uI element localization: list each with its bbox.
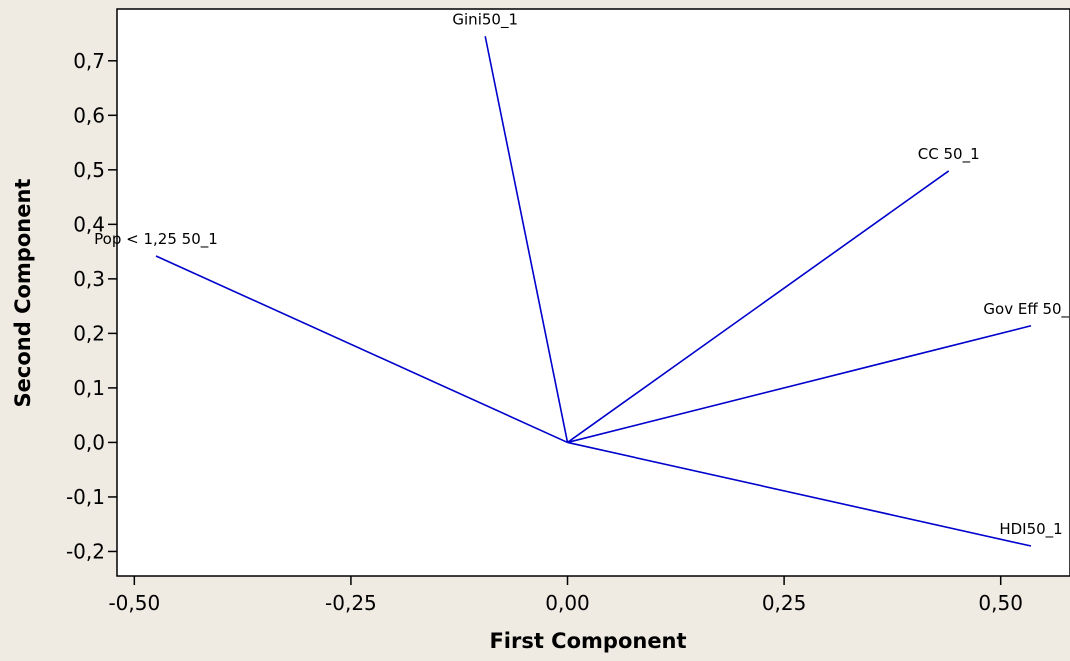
y-tick-label: 0,5: [73, 158, 105, 182]
y-axis-title: Second Component: [11, 179, 35, 408]
y-tick-label: 0,3: [73, 267, 105, 291]
x-tick-label: -0,50: [108, 591, 160, 615]
x-tick-label: -0,25: [325, 591, 377, 615]
y-tick-label: -0,2: [66, 539, 105, 563]
loading-vector: [155, 255, 568, 444]
vector-label: Pop < 1,25 50_1: [94, 230, 218, 249]
y-tick-label: 0,2: [73, 321, 105, 345]
y-tick-label: 0,7: [73, 49, 105, 73]
x-tick-label: 0,50: [978, 591, 1023, 615]
y-axis: -0,2 -0,1 0,0 0,1 0,2 0,3 0,4 0,5 0,6 0,7: [66, 49, 117, 563]
y-tick-label: 0,1: [73, 376, 105, 400]
loading-vectors: Gini50_1 CC 50_1 Pop < 1,25 50_1 Gov Eff 50…: [94, 10, 1070, 547]
x-tick-label: 0,00: [545, 591, 590, 615]
y-tick-label: 0,4: [73, 212, 105, 236]
vector-label: CC 50_1: [918, 145, 980, 164]
loading-vector: [484, 36, 569, 443]
loading-vector: [567, 324, 1032, 444]
vector-label: HDI50_1: [999, 520, 1062, 539]
loading-vector: [567, 170, 950, 444]
x-axis: -0,50 -0,25 0,00 0,25 0,50: [108, 576, 1023, 615]
vector-label: Gov Eff 50_1: [983, 300, 1070, 319]
x-axis-title: First Component: [489, 629, 686, 653]
x-tick-label: 0,25: [762, 591, 807, 615]
y-tick-label: -0,1: [66, 485, 105, 509]
y-tick-label: 0,0: [73, 430, 105, 454]
y-tick-label: 0,6: [73, 103, 105, 127]
vector-label: Gini50_1: [452, 10, 518, 29]
loading-vector: [567, 441, 1032, 547]
plot-area: [116, 8, 1070, 577]
